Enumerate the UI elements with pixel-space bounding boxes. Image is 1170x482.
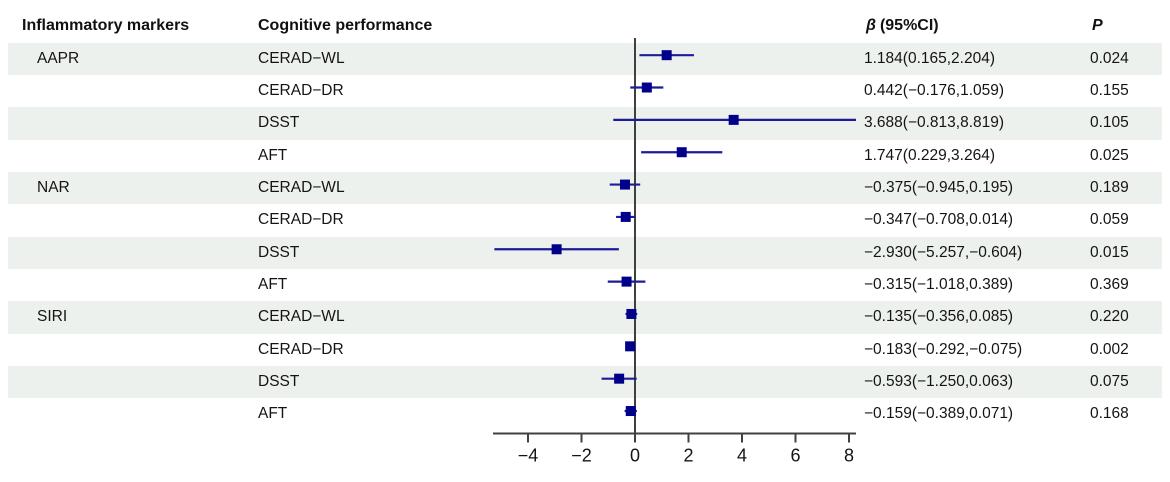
column-header-p-value: P xyxy=(1092,17,1103,34)
p-value: 0.059 xyxy=(1090,211,1129,229)
marker-label: SIRI xyxy=(37,308,68,326)
cognitive-test-label: CERAD−DR xyxy=(258,211,344,229)
beta-ci-value: 3.688(−0.813,8.819) xyxy=(864,114,1005,132)
column-header-beta-ci: β (95%CI) xyxy=(866,10,939,42)
x-axis-tick-label: 0 xyxy=(630,446,640,466)
table-row: DSST 3.688(−0.813,8.819) 0.105 xyxy=(8,107,1162,140)
beta-ci-value: −0.183(−0.292,−0.075) xyxy=(864,340,1023,358)
p-value: 0.075 xyxy=(1090,373,1129,390)
marker-label: AAPR xyxy=(37,49,80,67)
column-header-inflammatory-markers: Inflammatory markers xyxy=(22,17,190,34)
cognitive-test-label: DSST xyxy=(258,114,300,132)
beta-ci-value: −0.135(−0.356,0.085) xyxy=(864,308,1014,326)
p-value: 0.189 xyxy=(1090,178,1129,196)
x-axis-tick-label: 2 xyxy=(683,446,693,466)
cognitive-test-label: AFT xyxy=(258,405,288,423)
table-row: AFT −0.159(−0.389,0.071) 0.168 xyxy=(8,398,1162,430)
table-row: DSST −2.930(−5.257,−0.604) 0.015 xyxy=(8,236,1162,269)
cognitive-test-label: CERAD−DR xyxy=(258,340,344,358)
x-axis-tick-label: −2 xyxy=(571,446,592,466)
beta-ci-value: 0.442(−0.176,1.059) xyxy=(864,81,1005,99)
cognitive-test-label: CERAD−WL xyxy=(258,178,345,196)
column-header-cognitive-performance: Cognitive performance xyxy=(258,17,433,34)
p-value: 0.369 xyxy=(1090,275,1129,293)
cognitive-test-label: AFT xyxy=(258,275,288,293)
p-value: 0.024 xyxy=(1090,49,1129,67)
table-row: CERAD−DR 0.442(−0.176,1.059) 0.155 xyxy=(8,75,1162,107)
beta-ci-value: −0.315(−1.018,0.389) xyxy=(864,275,1014,293)
beta-symbol: β xyxy=(866,17,876,34)
beta-ci-value: 1.184(0.165,2.204) xyxy=(864,49,995,67)
ci-header-label: (95%CI) xyxy=(879,17,939,34)
p-value: 0.025 xyxy=(1090,146,1129,164)
p-value: 0.002 xyxy=(1090,340,1129,358)
table-row: SIRI CERAD−WL −0.135(−0.356,0.085) 0.220 xyxy=(8,301,1162,334)
table-row: NAR CERAD−WL −0.375(−0.945,0.195) 0.189 xyxy=(8,171,1162,205)
table-row: CERAD−DR −0.347(−0.708,0.014) 0.059 xyxy=(8,204,1162,236)
cognitive-test-label: CERAD−WL xyxy=(258,308,345,326)
table-row: AAPR CERAD−WL 1.184(0.165,2.204) 0.024 xyxy=(8,42,1162,75)
p-value: 0.220 xyxy=(1090,308,1129,326)
beta-ci-value: −2.930(−5.257,−0.604) xyxy=(864,243,1023,261)
beta-ci-value: 1.747(0.229,3.264) xyxy=(864,146,995,164)
beta-ci-value: −0.593(−1.250,0.063) xyxy=(864,373,1014,390)
cognitive-test-label: CERAD−WL xyxy=(258,49,345,67)
table-row: CERAD−DR −0.183(−0.292,−0.075) 0.002 xyxy=(8,334,1162,366)
p-value: 0.015 xyxy=(1090,243,1129,261)
cognitive-test-label: DSST xyxy=(258,243,300,261)
marker-label: NAR xyxy=(37,178,70,196)
p-value: 0.155 xyxy=(1090,81,1129,99)
p-value: 0.105 xyxy=(1090,114,1129,132)
x-axis-tick-label: 6 xyxy=(790,446,800,466)
beta-ci-value: −0.375(−0.945,0.195) xyxy=(864,178,1014,196)
x-axis-tick-label: −4 xyxy=(518,446,539,466)
table-row: AFT 1.747(0.229,3.264) 0.025 xyxy=(8,140,1162,172)
table-row: DSST −0.593(−1.250,0.063) 0.075 xyxy=(8,366,1162,399)
p-value: 0.168 xyxy=(1090,405,1129,423)
beta-ci-value: −0.347(−0.708,0.014) xyxy=(864,211,1014,229)
beta-ci-value: −0.159(−0.389,0.071) xyxy=(864,405,1014,423)
cognitive-test-label: CERAD−DR xyxy=(258,81,344,99)
x-axis-tick-label: 4 xyxy=(737,446,747,466)
cognitive-test-label: AFT xyxy=(258,146,288,164)
x-axis-tick-label: 8 xyxy=(844,446,854,466)
table-row: AFT −0.315(−1.018,0.389) 0.369 xyxy=(8,269,1162,301)
cognitive-test-label: DSST xyxy=(258,373,300,390)
